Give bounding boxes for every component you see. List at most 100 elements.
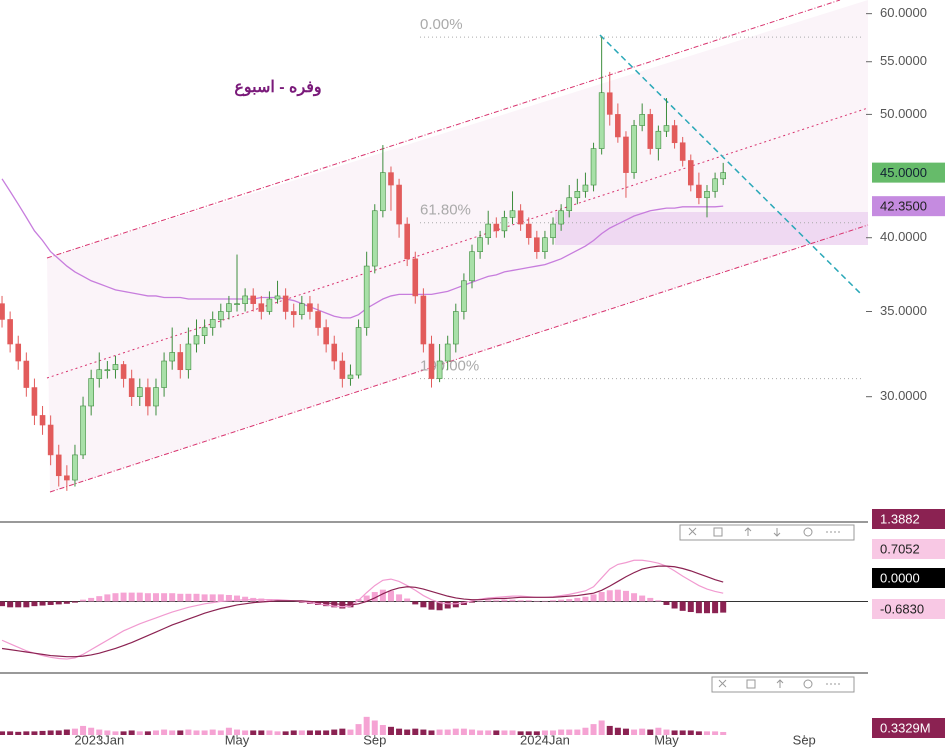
volume-bar: [323, 730, 330, 735]
volume-bar: [444, 729, 451, 735]
candle-body: [388, 172, 394, 186]
histogram-bar: [387, 590, 394, 602]
histogram-bar: [695, 601, 702, 614]
volume-bar: [517, 731, 524, 735]
volume-bar: [428, 730, 435, 735]
candle-body: [250, 295, 257, 304]
last-price-badge-bg: [872, 162, 945, 183]
candle-body: [696, 184, 702, 199]
x-tick-label: May: [654, 732, 679, 747]
histogram-bar: [614, 589, 621, 602]
candle-body: [331, 343, 338, 362]
candle-body: [315, 311, 321, 328]
y-tick-label: 30.0000: [880, 388, 927, 403]
candle-body: [720, 172, 726, 180]
volume-bar: [614, 727, 621, 735]
macd-badge-bg: [872, 599, 945, 619]
volume-bar: [469, 729, 476, 735]
histogram-bar: [193, 593, 200, 602]
candle-body: [218, 311, 224, 320]
macd-badge: -0.6830: [880, 601, 924, 616]
ma-badge-bg: [872, 196, 945, 217]
fib-label: 100.00%: [420, 358, 479, 375]
histogram-bar: [209, 594, 216, 602]
volume-bar: [250, 730, 257, 735]
volume-bar: [71, 728, 78, 735]
histogram-bar: [7, 601, 14, 608]
candle-body: [485, 223, 492, 239]
volume-bar: [339, 728, 346, 735]
volume-bar: [266, 730, 273, 735]
volume-bar: [550, 730, 557, 735]
channel-fill: [47, 0, 868, 492]
candle-body: [274, 295, 281, 300]
candle-body: [574, 191, 581, 199]
volume-bar: [225, 727, 232, 735]
macd-line: [1, 565, 724, 658]
histogram-bar: [55, 601, 62, 605]
volume-bar: [477, 730, 484, 735]
volume-bar: [533, 731, 540, 735]
volume-bar: [558, 729, 565, 735]
pane-toolbar[interactable]: [679, 524, 855, 541]
volume-bar: [412, 728, 419, 735]
histogram-bar: [63, 601, 70, 604]
candle-body: [23, 360, 30, 388]
pane-toolbar[interactable]: [711, 676, 855, 693]
histogram-bar: [606, 590, 613, 602]
histogram-bar: [444, 601, 451, 609]
volume-bar: [47, 730, 54, 735]
candle-body: [153, 387, 159, 407]
candle-body: [647, 114, 654, 149]
volume-bar: [128, 730, 135, 735]
channel-lower: [49, 224, 869, 493]
candle-body: [209, 319, 216, 328]
candle-body: [582, 184, 589, 192]
volume-bar: [606, 725, 613, 735]
histogram-bar: [47, 601, 54, 605]
candle-body: [355, 327, 362, 376]
histogram-bar: [379, 589, 386, 602]
candle-body: [258, 303, 265, 312]
x-tick-label: Sep: [793, 732, 816, 747]
candle-body: [477, 237, 483, 253]
candle-body: [363, 265, 370, 328]
histogram-bar: [363, 595, 370, 602]
histogram-bar: [517, 600, 524, 602]
histogram-bar: [144, 593, 151, 602]
macd-badge: 0.0000: [880, 570, 920, 585]
volume-bar: [566, 729, 573, 735]
candle-body: [380, 172, 386, 212]
volume-bar: [509, 730, 516, 735]
trend-line: [599, 34, 863, 296]
y-tick-label: 50.0000: [880, 106, 927, 121]
candle-body: [452, 311, 459, 345]
candle-body: [461, 280, 467, 312]
volume-bar: [306, 730, 313, 735]
candle-body: [542, 237, 548, 253]
histogram-bar: [71, 601, 78, 603]
histogram-bar: [428, 601, 435, 610]
chart-title: وفره - اسبوع: [234, 79, 321, 97]
volume-bar: [436, 729, 443, 735]
histogram-bar: [436, 601, 443, 611]
candle-body: [655, 130, 662, 149]
volume-bar: [460, 728, 467, 735]
candle-body: [396, 184, 402, 225]
histogram-bar: [39, 601, 46, 606]
candle-body: [0, 303, 5, 320]
candle-body: [347, 374, 354, 379]
volume-bar: [177, 730, 184, 735]
zone: [555, 212, 868, 245]
candle-body: [428, 343, 435, 379]
volume-bar: [541, 730, 548, 735]
volume-bar: [31, 731, 38, 735]
candle-body: [509, 210, 516, 218]
candle-body: [266, 298, 273, 312]
histogram-bar: [687, 601, 694, 613]
volume-bar: [404, 729, 411, 735]
volume-bar: [525, 731, 532, 735]
volume-bar: [96, 729, 103, 735]
histogram-bar: [533, 600, 540, 602]
